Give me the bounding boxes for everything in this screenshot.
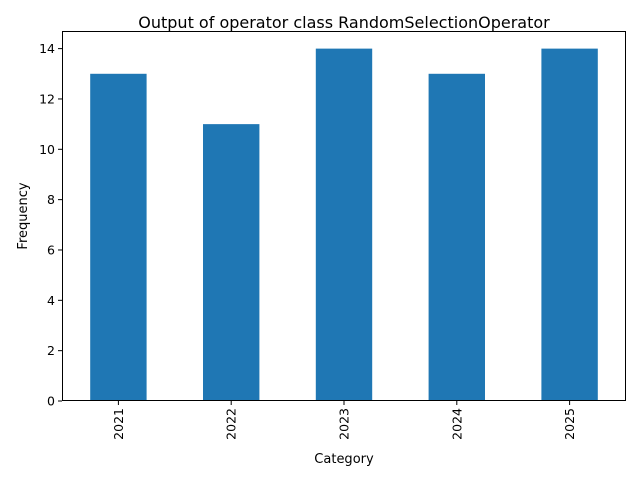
axes-frame [62,31,626,401]
chart-title: Output of operator class RandomSelection… [138,13,550,32]
y-axis: 0 2 4 6 8 10 12 14 [39,41,62,409]
y-tick-label: 12 [39,91,55,106]
y-tick-label: 4 [47,293,55,308]
x-tick-label: 2022 [224,408,239,440]
x-tick-label: 2024 [449,408,464,440]
bar-2024 [428,73,485,401]
y-tick-label: 8 [47,192,55,207]
y-axis-label: Frequency [16,182,31,249]
bars-group [90,48,598,402]
y-tick-label: 14 [39,41,55,56]
y-tick-label: 0 [47,394,55,409]
bar-2025 [541,48,598,401]
y-tick-label: 10 [39,142,55,157]
bar-2022 [203,124,260,402]
y-tick-label: 2 [47,343,55,358]
y-tick-label: 6 [47,242,55,257]
bar-2021 [90,73,147,401]
x-tick-label: 2025 [562,408,577,440]
bar-2023 [315,48,373,401]
x-tick-label: 2023 [337,408,352,440]
x-axis-label: Category [314,452,374,467]
x-axis: 2021 2022 2023 2024 2025 [111,401,577,440]
x-tick-label: 2021 [111,408,126,440]
